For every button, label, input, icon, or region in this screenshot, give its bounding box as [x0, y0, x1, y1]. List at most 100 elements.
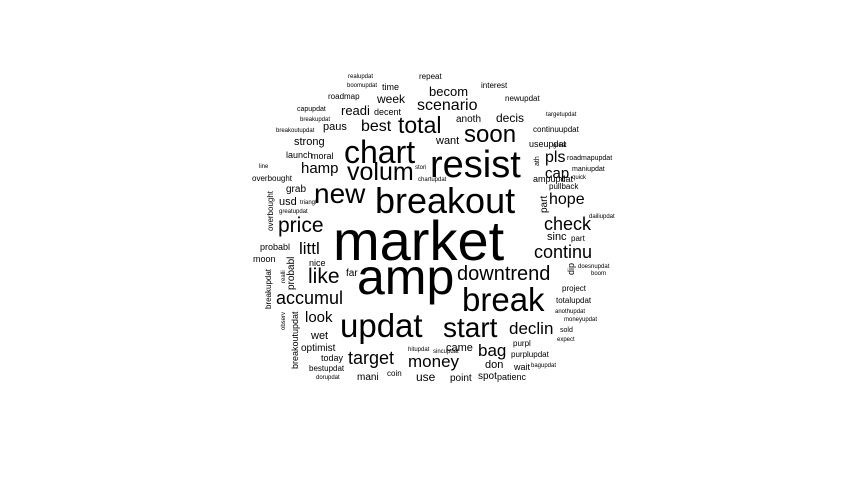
- word-launch: hitupdat: [408, 347, 430, 353]
- word-price: price: [278, 214, 324, 237]
- word-maniupdat: roadmapupdat: [567, 155, 613, 162]
- word-soon: soon: [464, 121, 517, 148]
- word-point: point: [450, 373, 472, 384]
- word-coin: coin: [387, 369, 402, 378]
- word-declin: declin: [509, 319, 554, 338]
- word-anothupdat: project: [562, 284, 587, 293]
- word-continu: continu: [534, 242, 593, 262]
- word-strong: strong: [294, 136, 325, 148]
- word-continuupdat: targetupdat: [546, 112, 577, 118]
- word-totalupdat: boom: [591, 271, 607, 277]
- word-chartupdat: line: [259, 164, 269, 170]
- word-optimist: optimist: [301, 343, 336, 354]
- word-dorupdat: dorupdat: [316, 375, 340, 381]
- word-breakupdat: breakupdat: [264, 268, 273, 309]
- word-check: check: [544, 214, 592, 234]
- word-doesnupdat: dailiupdat: [589, 214, 615, 220]
- word-sinc: sinc: [547, 231, 567, 243]
- word-updat: updat: [340, 307, 423, 344]
- word-money: money: [408, 352, 460, 371]
- word-bagupdat: purpl: [513, 339, 531, 348]
- word-expect: moneyupdat: [564, 317, 598, 323]
- word-onli: greatupdat: [279, 209, 308, 215]
- word-triangl: breakupdat: [300, 117, 331, 123]
- word-accumul: accumul: [276, 288, 344, 308]
- word-grab: grab: [286, 184, 307, 195]
- word-purplupdat: expect: [557, 337, 575, 343]
- word-daili: stori: [415, 165, 427, 171]
- word-amp: amp: [357, 249, 455, 305]
- word-roadmap: interest: [481, 81, 508, 90]
- word-break: break: [462, 281, 545, 318]
- word-bag: bag: [478, 341, 507, 360]
- word-today: today: [321, 353, 344, 363]
- word-hope: hope: [549, 191, 585, 208]
- word-purpl: sold: [560, 327, 573, 334]
- word-resist: resist: [430, 144, 521, 186]
- word-part: part: [539, 195, 550, 213]
- word-mani: mani: [357, 372, 379, 383]
- word-bestupdat: purplupdat: [511, 350, 549, 359]
- word-nice: nice: [309, 258, 326, 268]
- word-breakout: breakout: [375, 180, 516, 221]
- word-pullback: quick: [572, 175, 587, 181]
- word-time: decent: [374, 107, 402, 117]
- word-patienc: patienc: [497, 372, 527, 382]
- word-realli: realli: [281, 270, 287, 283]
- word-hitupdat: bagupdat: [531, 363, 557, 369]
- word-scenario: scenario: [417, 97, 478, 114]
- word-total: total: [398, 112, 442, 138]
- word-came: came: [446, 342, 473, 354]
- word-overbought: overbought: [266, 190, 275, 231]
- word-start: start: [443, 312, 498, 343]
- word-line: sincupdat: [433, 349, 459, 355]
- word-use: use: [416, 370, 436, 384]
- word-realupdat: boomupdat: [347, 83, 378, 89]
- word-stori: launch: [286, 150, 313, 160]
- word-useupdat: continuupdat: [533, 125, 579, 134]
- word-probabl: probabl: [286, 256, 297, 290]
- word-observ: observ: [281, 311, 287, 330]
- word-sincupdat: bestupdat: [309, 364, 345, 373]
- word-becom: becom: [429, 84, 469, 99]
- word-downtrend: downtrend: [457, 263, 551, 285]
- word-newupdat: repeat: [419, 72, 442, 81]
- word-sold: anothupdat: [555, 309, 586, 315]
- word-like: like: [308, 265, 340, 288]
- word-best: best: [361, 118, 392, 135]
- word-nsi: chartupdat: [418, 177, 447, 183]
- word-don: don: [485, 359, 504, 371]
- word-target: target: [348, 348, 395, 368]
- word-project: doesnupdat: [578, 264, 610, 270]
- word-boom: part: [571, 234, 585, 243]
- word-readi: readi: [341, 103, 370, 118]
- word-capupdat: roadmap: [328, 92, 360, 101]
- word-new: new: [314, 178, 366, 209]
- word-far: far: [346, 268, 358, 279]
- word-interest: time: [382, 82, 400, 92]
- word-moral: moral: [311, 151, 334, 161]
- word-volum: volum: [347, 158, 414, 186]
- word-market: market: [333, 209, 505, 272]
- word-usd: usd: [279, 196, 297, 208]
- word-targetupdat: newupdat: [505, 94, 540, 103]
- word-breakoutupdat: breakoutupdat: [290, 311, 300, 369]
- word-greatupdat: breakoutupdat: [276, 128, 315, 134]
- word-roadmapupdat: great: [553, 143, 567, 149]
- word-hamp: hamp: [301, 160, 339, 177]
- word-look: look: [305, 309, 333, 326]
- word-btc: triangl: [300, 200, 317, 206]
- word-dailiupdat: pullback: [549, 182, 579, 191]
- word-wet: wet: [311, 330, 329, 342]
- word-wait: wait: [514, 362, 531, 372]
- word-ampupdat: overbought: [252, 174, 293, 183]
- word-moon: probabl: [260, 242, 291, 252]
- word-want: want: [436, 135, 460, 147]
- word-week: week: [377, 92, 406, 106]
- word-littl: littl: [299, 239, 320, 258]
- word-paus: paus: [323, 121, 347, 133]
- word-cap: cap: [545, 165, 570, 182]
- word-hit: ampupdat: [533, 174, 574, 184]
- word-decent: moon: [253, 254, 276, 264]
